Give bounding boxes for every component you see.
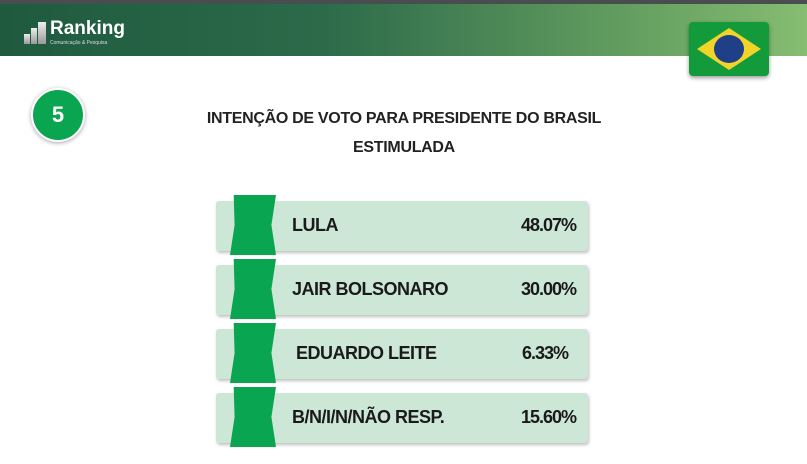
row-tab-marker	[230, 259, 276, 319]
candidate-name: LULA	[292, 215, 339, 235]
result-row: LULA 48.07%	[216, 195, 588, 255]
header: Ranking Comunicação & Pesquisa	[0, 4, 807, 76]
logo-text: Ranking	[50, 18, 125, 39]
candidate-percent: 48.07%	[520, 215, 577, 235]
brazil-flag-icon	[689, 22, 769, 76]
result-row: EDUARDO LEITE 6.33%	[216, 323, 588, 383]
title-line-1: INTENÇÃO DE VOTO PARA PRESIDENTE DO BRAS…	[206, 110, 602, 127]
candidate-name: B/N/I/N/NÃO RESP.	[292, 407, 445, 427]
row-tab-marker	[230, 195, 276, 255]
candidate-percent: 6.33%	[521, 343, 569, 363]
candidate-name: EDUARDO LEITE	[296, 343, 437, 363]
page-title: INTENÇÃO DE VOTO PARA PRESIDENTE DO BRAS…	[154, 104, 654, 162]
top-bar	[0, 0, 807, 4]
row-tab-marker	[230, 387, 276, 447]
candidate-percent: 30.00%	[520, 279, 577, 299]
logo: Ranking Comunicação & Pesquisa	[22, 18, 125, 46]
result-row: JAIR BOLSONARO 30.00%	[216, 259, 588, 319]
candidate-name: JAIR BOLSONARO	[292, 279, 449, 299]
title-line-2: ESTIMULADA	[353, 139, 455, 156]
candidate-percent: 15.60%	[520, 407, 577, 427]
row-tab-marker	[230, 323, 276, 383]
question-number-badge: 5	[31, 88, 85, 142]
result-row: B/N/I/N/NÃO RESP. 15.60%	[216, 387, 588, 447]
logo-icon	[22, 20, 48, 44]
logo-subtitle: Comunicação & Pesquisa	[50, 40, 108, 46]
